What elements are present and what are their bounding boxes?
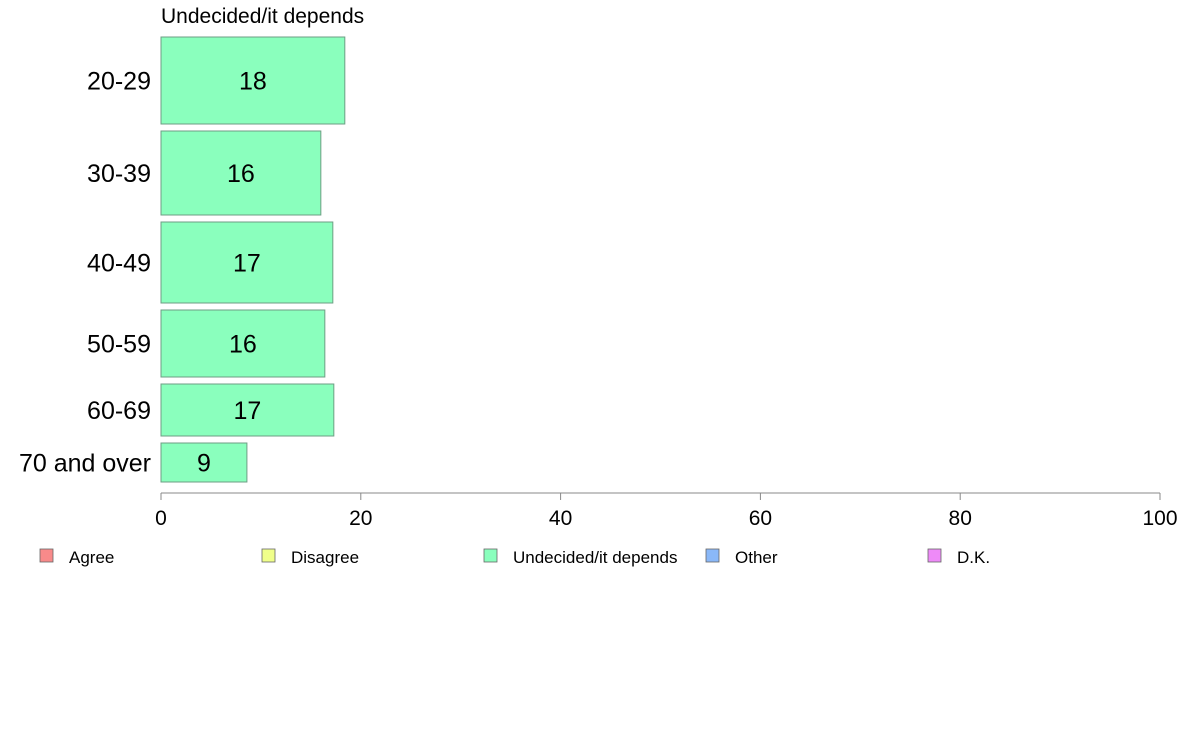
bars-group: [160, 36, 346, 483]
legend-swatch: [927, 548, 942, 563]
value-label: 16: [229, 331, 257, 359]
x-tick-label: 0: [155, 507, 167, 530]
x-tick-label: 40: [549, 507, 572, 530]
category-label: 50-59: [87, 331, 151, 359]
x-axis: 0 20 40 60 80 100: [155, 492, 1178, 530]
legend-swatch: [483, 548, 498, 563]
bar-30-39: [160, 130, 322, 216]
panel-title: Undecided/it depends: [161, 5, 364, 28]
x-tick-label: 100: [1142, 507, 1177, 530]
value-label: 18: [239, 68, 267, 96]
category-label: 20-29: [87, 68, 151, 96]
category-labels: 20-29 30-39 40-49 50-59 60-69 70 and over: [19, 68, 151, 478]
bar-40-49: [160, 221, 334, 304]
bar-70-and-over: [160, 442, 248, 483]
bar-50-59: [160, 309, 326, 378]
legend-label: Agree: [69, 548, 114, 567]
legend-swatch: [39, 548, 54, 563]
value-label: 9: [197, 450, 211, 478]
bar-60-69: [160, 383, 335, 437]
legend-swatch: [705, 548, 720, 563]
category-label: 70 and over: [19, 450, 151, 478]
legend-label: Disagree: [291, 548, 359, 567]
x-tick-label: 60: [749, 507, 772, 530]
category-label: 40-49: [87, 250, 151, 278]
value-label: 16: [227, 160, 255, 188]
legend-label: Undecided/it depends: [513, 548, 677, 567]
value-labels: 18 16 17 16 17 9: [197, 68, 267, 478]
x-tick-label: 80: [949, 507, 972, 530]
category-label: 30-39: [87, 160, 151, 188]
bar-20-29: [160, 36, 346, 125]
category-label: 60-69: [87, 397, 151, 425]
value-label: 17: [234, 397, 262, 425]
value-label: 17: [233, 250, 261, 278]
legend-label: Other: [735, 548, 778, 567]
x-tick-label: 20: [349, 507, 372, 530]
legend-label: D.K.: [957, 548, 990, 567]
legend-swatch: [261, 548, 276, 563]
legend: Agree Disagree Undecided/it depends Other D.…: [39, 548, 990, 567]
